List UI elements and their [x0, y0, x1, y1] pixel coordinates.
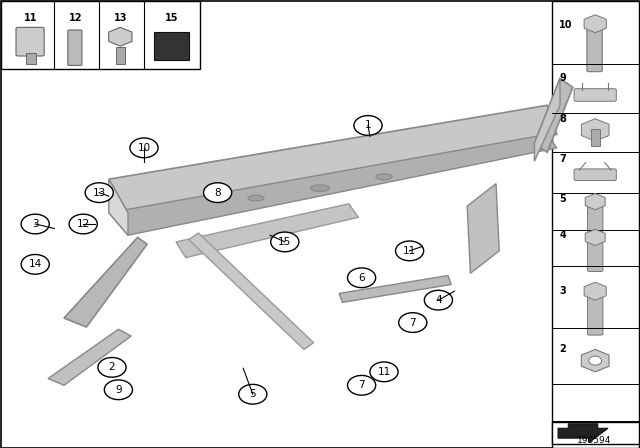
Circle shape: [396, 241, 424, 261]
FancyBboxPatch shape: [68, 30, 82, 65]
Text: 7: 7: [410, 318, 416, 327]
Circle shape: [21, 214, 49, 234]
FancyBboxPatch shape: [552, 422, 639, 444]
Polygon shape: [189, 233, 314, 349]
Text: 1: 1: [365, 121, 371, 130]
FancyBboxPatch shape: [588, 240, 603, 271]
Text: 3: 3: [32, 219, 38, 229]
FancyBboxPatch shape: [588, 292, 603, 335]
Circle shape: [589, 356, 602, 365]
Ellipse shape: [310, 185, 330, 192]
Circle shape: [69, 214, 97, 234]
Text: 8: 8: [559, 114, 566, 124]
Text: 190594: 190594: [577, 436, 611, 445]
Text: 2: 2: [109, 362, 115, 372]
Ellipse shape: [248, 195, 264, 201]
Text: 10: 10: [138, 143, 150, 153]
Text: 4: 4: [435, 295, 442, 305]
FancyBboxPatch shape: [116, 47, 125, 64]
Polygon shape: [339, 276, 451, 302]
Circle shape: [85, 183, 113, 202]
Text: 9: 9: [115, 385, 122, 395]
Circle shape: [399, 313, 427, 332]
Text: 2: 2: [559, 345, 566, 354]
Polygon shape: [534, 78, 573, 152]
Polygon shape: [176, 204, 358, 258]
Text: 6: 6: [358, 273, 365, 283]
Circle shape: [104, 380, 132, 400]
Text: 13: 13: [113, 13, 127, 23]
Text: 14: 14: [29, 259, 42, 269]
Text: 12: 12: [68, 13, 83, 23]
Text: 7: 7: [559, 154, 566, 164]
FancyBboxPatch shape: [552, 1, 639, 448]
FancyBboxPatch shape: [16, 27, 44, 56]
Polygon shape: [467, 184, 499, 273]
Polygon shape: [109, 179, 128, 235]
Circle shape: [271, 232, 299, 252]
Polygon shape: [48, 329, 131, 385]
Circle shape: [21, 254, 49, 274]
Circle shape: [424, 290, 452, 310]
Polygon shape: [534, 78, 560, 161]
Circle shape: [204, 183, 232, 202]
FancyBboxPatch shape: [591, 129, 600, 146]
Text: 7: 7: [358, 380, 365, 390]
FancyBboxPatch shape: [574, 169, 616, 181]
Circle shape: [130, 138, 158, 158]
Circle shape: [348, 268, 376, 288]
Polygon shape: [109, 105, 557, 213]
Circle shape: [370, 362, 398, 382]
Text: 4: 4: [559, 230, 566, 240]
Polygon shape: [109, 134, 557, 235]
FancyBboxPatch shape: [26, 53, 36, 64]
Text: 5: 5: [250, 389, 256, 399]
FancyBboxPatch shape: [588, 204, 603, 236]
Text: 11: 11: [378, 367, 390, 377]
Text: 11: 11: [24, 13, 38, 23]
Ellipse shape: [376, 174, 392, 180]
Text: 10: 10: [559, 20, 573, 30]
Circle shape: [354, 116, 382, 135]
Polygon shape: [64, 237, 147, 327]
Text: 13: 13: [93, 188, 106, 198]
Circle shape: [348, 375, 376, 395]
FancyBboxPatch shape: [587, 26, 602, 72]
Polygon shape: [558, 424, 608, 443]
Text: 8: 8: [214, 188, 221, 198]
FancyBboxPatch shape: [574, 89, 616, 101]
Text: 5: 5: [559, 194, 566, 204]
Text: 3: 3: [559, 286, 566, 296]
FancyBboxPatch shape: [1, 1, 200, 69]
Circle shape: [98, 358, 126, 377]
Text: 15: 15: [164, 13, 179, 23]
Text: 11: 11: [403, 246, 416, 256]
FancyBboxPatch shape: [154, 32, 189, 60]
Text: 12: 12: [77, 219, 90, 229]
Text: 15: 15: [278, 237, 291, 247]
Circle shape: [239, 384, 267, 404]
Text: 9: 9: [559, 73, 566, 83]
